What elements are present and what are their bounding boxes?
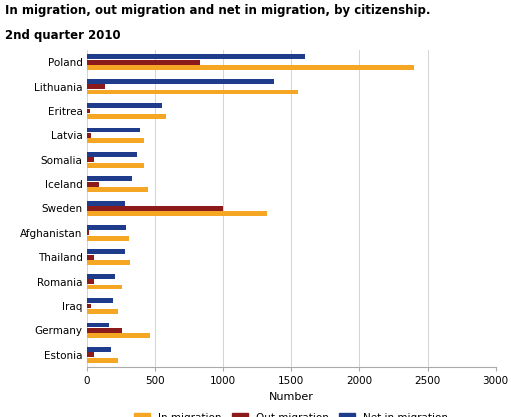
Bar bbox=[87, 304, 91, 309]
Bar bbox=[87, 114, 166, 119]
Bar bbox=[87, 231, 89, 235]
Bar bbox=[87, 255, 94, 260]
Bar bbox=[87, 79, 273, 84]
Bar bbox=[87, 152, 137, 157]
Bar bbox=[87, 274, 115, 279]
Text: 2nd quarter 2010: 2nd quarter 2010 bbox=[5, 29, 121, 42]
Bar bbox=[87, 260, 130, 265]
Bar bbox=[87, 133, 91, 138]
Bar bbox=[87, 84, 105, 89]
Bar bbox=[87, 187, 148, 192]
Bar bbox=[87, 108, 89, 113]
Bar bbox=[87, 103, 162, 108]
Bar bbox=[87, 163, 144, 168]
Bar bbox=[87, 284, 122, 289]
Bar bbox=[87, 90, 298, 94]
Bar bbox=[87, 309, 118, 314]
Bar bbox=[87, 279, 94, 284]
Bar bbox=[87, 60, 200, 65]
Bar bbox=[87, 182, 99, 186]
Bar bbox=[87, 225, 126, 230]
Bar bbox=[87, 249, 125, 254]
Bar bbox=[87, 347, 111, 352]
Text: In migration, out migration and net in migration, by citizenship.: In migration, out migration and net in m… bbox=[5, 4, 431, 17]
Bar bbox=[87, 236, 129, 241]
Bar bbox=[87, 128, 140, 133]
Bar bbox=[87, 323, 109, 327]
Legend: In migration, Out migration, Net in migration: In migration, Out migration, Net in migr… bbox=[134, 413, 448, 417]
Bar bbox=[87, 206, 223, 211]
Bar bbox=[87, 176, 132, 181]
Bar bbox=[87, 328, 122, 333]
Bar bbox=[87, 138, 144, 143]
Bar bbox=[87, 55, 305, 59]
Bar bbox=[87, 298, 113, 303]
Bar bbox=[87, 157, 95, 162]
X-axis label: Number: Number bbox=[269, 392, 314, 402]
Bar bbox=[87, 352, 94, 357]
Bar bbox=[87, 358, 118, 362]
Bar bbox=[87, 333, 150, 338]
Bar bbox=[87, 201, 125, 206]
Bar bbox=[87, 211, 267, 216]
Bar bbox=[87, 65, 414, 70]
